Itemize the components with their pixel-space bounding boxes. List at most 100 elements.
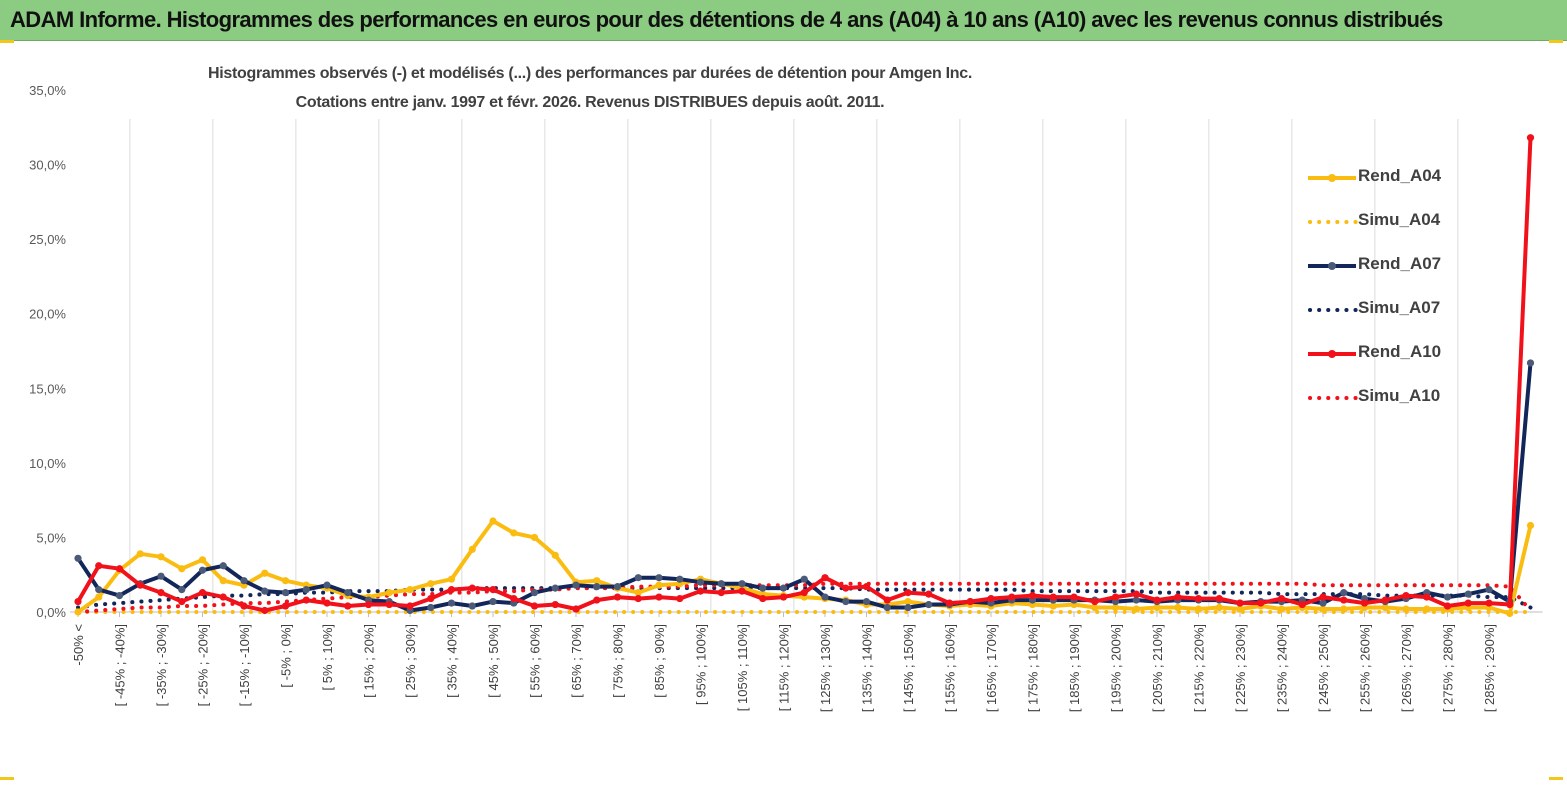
data-point-rend-a10 xyxy=(1506,600,1514,609)
x-tick-label: [ 165% ; 170%] xyxy=(984,624,999,712)
data-point-rend-a10 xyxy=(634,594,642,603)
data-point-rend-a10 xyxy=(593,596,601,604)
data-point-rend-a04 xyxy=(1091,603,1099,612)
data-point-rend-a10 xyxy=(427,594,435,603)
data-point-rend-a10 xyxy=(1111,593,1120,601)
data-point-rend-a07 xyxy=(489,597,497,606)
data-point-rend-a04 xyxy=(406,586,414,594)
data-point-rend-a10 xyxy=(1070,593,1078,601)
data-point-rend-a10 xyxy=(717,589,725,597)
y-tick-label: 10,0% xyxy=(29,456,66,471)
x-tick-label: [ 245% ; 250%] xyxy=(1316,624,1331,712)
series-lines xyxy=(74,134,1535,618)
data-point-rend-a04 xyxy=(1526,521,1535,530)
legend-item-simu-a04: Simu_A04 xyxy=(1302,204,1462,248)
data-point-rend-a04 xyxy=(1111,603,1120,612)
data-point-rend-a10 xyxy=(1464,599,1472,607)
data-point-rend-a04 xyxy=(261,569,269,577)
data-point-rend-a10 xyxy=(1049,593,1057,601)
data-point-rend-a04 xyxy=(178,565,186,573)
data-point-rend-a07 xyxy=(842,597,850,606)
x-tick-label: [ 215% ; 220%] xyxy=(1192,624,1207,712)
data-point-rend-a10 xyxy=(344,602,352,610)
data-point-rend-a07 xyxy=(572,581,580,589)
data-point-rend-a10 xyxy=(779,593,788,601)
data-point-rend-a07 xyxy=(1443,593,1452,601)
x-tick-label: [ 55% ; 60%] xyxy=(528,624,543,698)
x-tick-label: [ 105% ; 110%] xyxy=(735,624,750,711)
data-point-rend-a04 xyxy=(468,545,476,553)
data-point-rend-a07 xyxy=(530,589,539,597)
data-point-rend-a04 xyxy=(95,593,103,601)
data-point-rend-a04 xyxy=(1340,605,1348,613)
data-point-rend-a07 xyxy=(344,589,352,597)
x-tick-label: [ -25% ; -20%] xyxy=(196,624,211,706)
x-tick-label: [ -35% ; -30%] xyxy=(154,624,169,706)
x-tick-label: [ 65% ; 70%] xyxy=(569,624,584,698)
chart-legend: Rend_A04 Simu_A04 Rend_A07 Simu_A07 Rend… xyxy=(1302,160,1462,424)
data-point-rend-a10 xyxy=(1277,594,1286,603)
x-tick-label: [ 115% ; 120%] xyxy=(777,624,792,711)
x-tick-label: -50% < xyxy=(71,624,86,666)
data-point-rend-a10 xyxy=(613,593,622,601)
corner-mark-tl xyxy=(0,40,14,43)
data-point-rend-a04 xyxy=(904,597,912,606)
chart-title-line-2: Cotations entre janv. 1997 et févr. 2026… xyxy=(150,90,1030,116)
data-point-rend-a04 xyxy=(74,608,82,616)
legend-label: Rend_A07 xyxy=(1358,254,1442,273)
data-point-rend-a10 xyxy=(385,600,393,609)
data-point-rend-a04 xyxy=(510,529,518,537)
histogram-chart: 0,0% 5,0% 10,0% 15,0% 20,0% 25,0% 30,0% 35,0% -5… xyxy=(29,83,1543,712)
gridlines xyxy=(129,119,1459,612)
data-point-rend-a07 xyxy=(1132,596,1140,604)
data-point-rend-a07 xyxy=(1485,586,1493,594)
x-tick-label: [ 235% ; 240%] xyxy=(1275,624,1290,712)
x-tick-label: [ 195% ; 200%] xyxy=(1109,624,1124,712)
data-point-rend-a10 xyxy=(219,593,227,601)
data-point-rend-a07 xyxy=(862,597,871,606)
x-tick-label: [ 25% ; 30%] xyxy=(403,624,418,698)
x-tick-label: [ 15% ; 20%] xyxy=(362,624,377,698)
data-point-rend-a07 xyxy=(593,583,601,591)
data-point-rend-a04 xyxy=(1423,605,1431,613)
data-point-rend-a04 xyxy=(1236,605,1244,613)
data-point-rend-a07 xyxy=(925,600,933,609)
data-point-rend-a10 xyxy=(1091,597,1099,606)
data-point-rend-a10 xyxy=(1028,591,1037,600)
legend-label: Simu_A07 xyxy=(1358,298,1441,317)
data-point-rend-a10 xyxy=(1215,594,1223,603)
x-tick-label: [ 85% ; 90%] xyxy=(652,624,667,698)
data-point-rend-a10 xyxy=(74,597,82,606)
data-point-rend-a10 xyxy=(468,584,476,592)
legend-label: Rend_A10 xyxy=(1358,342,1442,361)
data-point-rend-a07 xyxy=(1464,590,1472,598)
data-point-rend-a07 xyxy=(883,603,891,612)
data-point-rend-a07 xyxy=(302,586,310,594)
x-tick-label: [ 255% ; 260%] xyxy=(1358,624,1373,712)
data-point-rend-a10 xyxy=(1008,593,1016,601)
data-point-rend-a10 xyxy=(447,586,456,594)
data-point-rend-a07 xyxy=(676,575,684,583)
data-point-rend-a10 xyxy=(281,602,290,610)
data-point-rend-a10 xyxy=(696,587,705,595)
data-point-rend-a10 xyxy=(945,599,954,607)
data-point-rend-a10 xyxy=(1174,593,1182,601)
data-point-rend-a07 xyxy=(178,586,186,594)
data-point-rend-a10 xyxy=(1257,599,1265,607)
data-point-rend-a10 xyxy=(261,606,269,615)
data-point-rend-a10 xyxy=(1319,593,1327,601)
data-point-rend-a07 xyxy=(74,554,82,562)
data-point-rend-a04 xyxy=(1049,602,1057,610)
data-point-rend-a10 xyxy=(302,596,310,604)
x-tick-label: [ 135% ; 140%] xyxy=(860,624,875,712)
data-point-rend-a10 xyxy=(1153,596,1161,604)
data-point-rend-a07 xyxy=(551,584,559,592)
data-point-rend-a04 xyxy=(219,577,227,585)
data-point-rend-a07 xyxy=(427,603,435,612)
data-point-rend-a07 xyxy=(779,584,788,592)
data-point-rend-a10 xyxy=(842,584,850,592)
corner-mark-tr xyxy=(1549,40,1563,43)
x-tick-label: [ 95% ; 100%] xyxy=(694,624,709,705)
data-point-rend-a10 xyxy=(115,565,124,573)
data-point-rend-a04 xyxy=(1194,605,1203,613)
